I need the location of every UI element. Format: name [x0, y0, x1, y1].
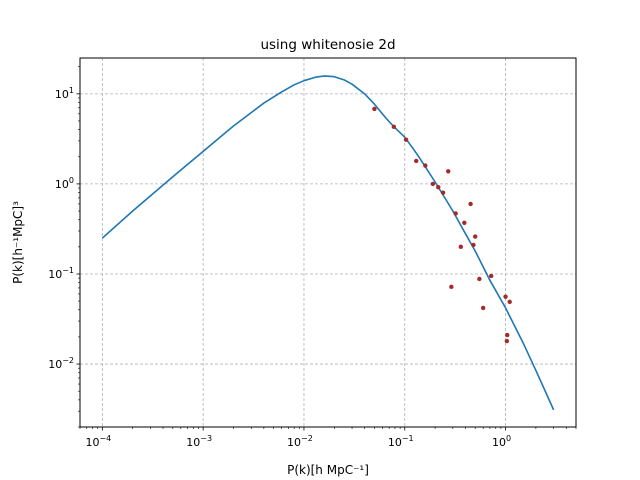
scatter-point — [436, 184, 441, 190]
scatter-point — [471, 242, 476, 248]
scatter-point — [462, 220, 467, 225]
y-tick-label: 101 — [55, 86, 74, 101]
scatter-point — [458, 244, 464, 250]
scatter-point — [488, 273, 494, 279]
plot-layer — [101, 75, 555, 411]
scatter-point — [503, 294, 508, 299]
scatter-point — [453, 211, 458, 216]
scatter-point — [477, 276, 482, 282]
x-tick-label: 10−2 — [287, 434, 313, 449]
scatter-point — [372, 106, 377, 112]
scatter-point — [391, 124, 397, 130]
model-curve — [101, 75, 555, 411]
scatter-point — [446, 169, 451, 174]
tick-layer: 10−4 10−3 10−2 10−1 100 10−2 10−1 100 101 — [48, 66, 577, 449]
x-tick-label: 10−1 — [388, 434, 414, 449]
y-tick-label: 10−2 — [48, 356, 74, 371]
scatter-point — [480, 305, 486, 311]
scatter-point — [504, 338, 510, 344]
scatter-point — [423, 163, 428, 168]
chart-title: using whitenosie 2d — [260, 37, 395, 53]
x-axis-label: P(k)[h MpC⁻¹] — [287, 463, 369, 477]
scatter-point — [403, 137, 409, 142]
scatter-point — [440, 190, 446, 195]
x-tick-label: 10−3 — [186, 434, 212, 449]
axes-frame — [79, 57, 577, 428]
scatter-point — [507, 299, 512, 305]
y-tick-label: 10−1 — [48, 266, 74, 281]
grid-layer — [80, 58, 576, 427]
scatter-point — [468, 201, 473, 207]
scatter-point — [430, 181, 436, 187]
y-tick-label: 100 — [55, 176, 74, 191]
x-tick-label: 100 — [492, 434, 511, 449]
scatter-point — [473, 234, 478, 239]
scatter-point — [414, 158, 419, 164]
y-axis-label: P(k)[h⁻¹MpC]³ — [11, 201, 25, 284]
scatter-point — [449, 284, 454, 290]
x-tick-label: 10−4 — [85, 434, 111, 449]
scatter-point — [505, 332, 510, 338]
